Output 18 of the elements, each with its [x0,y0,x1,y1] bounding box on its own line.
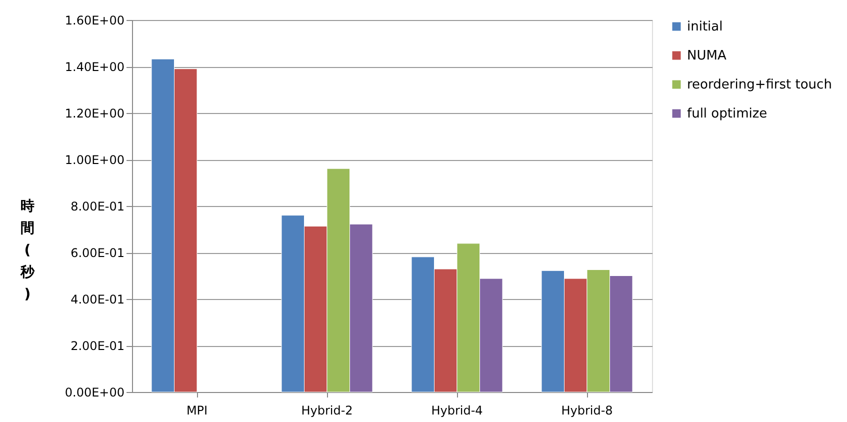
y-tick-label: 2.00E-01 [70,339,124,353]
legend-label: full optimize [687,106,768,122]
legend-label: reordering+first touch [687,78,832,92]
legend-label: initial [687,20,723,34]
x-tick-label: Hybrid-4 [431,404,483,418]
x-tick-label: MPI [186,404,208,418]
x-tick-label: Hybrid-2 [301,404,353,418]
y-tick-label: 4.00E-01 [70,292,124,306]
y-tick-label: 1.40E+00 [64,60,124,74]
y-tick-label: 1.60E+00 [64,14,124,28]
y-tick-label: 1.00E+00 [64,153,124,167]
y-tick-label: 1.20E+00 [64,106,124,120]
legend-label: NUMA [687,48,726,64]
y-tick-label: 6.00E-01 [70,246,124,260]
y-axis-title: 時間(秒) [20,198,36,302]
y-tick-label: 0.00E+00 [64,386,124,400]
y-tick-label: 8.00E-01 [70,200,124,214]
x-tick-label: Hybrid-8 [561,404,613,418]
